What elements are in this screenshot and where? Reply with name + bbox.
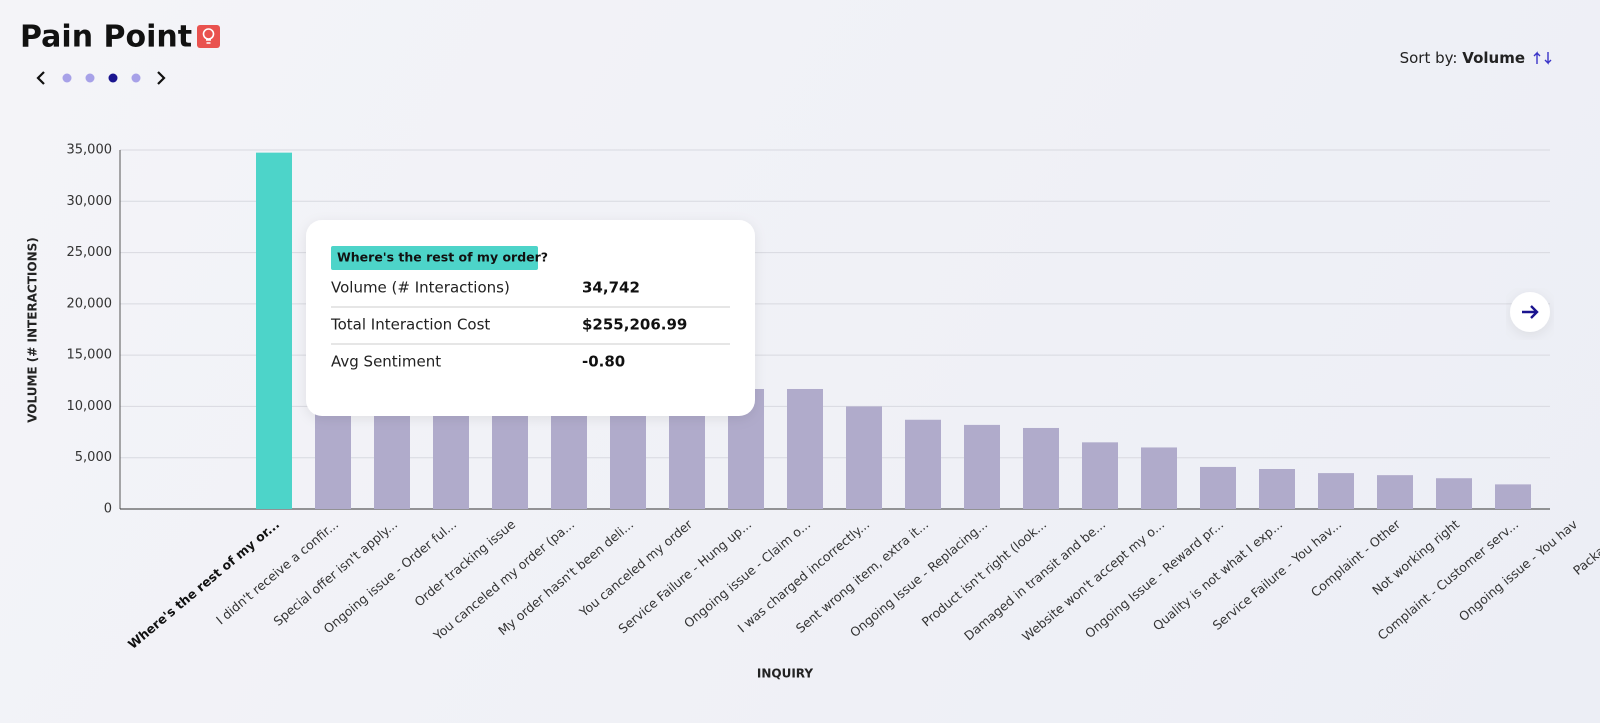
tooltip-row-value: -0.80 bbox=[582, 353, 625, 371]
y-tick-label: 30,000 bbox=[67, 194, 113, 209]
y-axis-title: VOLUME (# INTERACTIONS) bbox=[26, 237, 40, 423]
x-tick-label: Order tracking issue bbox=[411, 516, 518, 609]
tooltip-title: Where's the rest of my order? bbox=[337, 250, 548, 265]
bulb-glyph bbox=[206, 39, 211, 44]
bar[interactable] bbox=[1082, 442, 1118, 509]
bar[interactable] bbox=[1141, 447, 1177, 509]
tooltip-row-value: 34,742 bbox=[582, 279, 640, 297]
sort-label: Sort by: bbox=[1400, 49, 1458, 67]
y-tick-label: 0 bbox=[104, 502, 112, 517]
bar[interactable] bbox=[905, 419, 941, 509]
pager-dot[interactable] bbox=[108, 73, 118, 83]
bar[interactable] bbox=[1259, 468, 1295, 509]
bar[interactable] bbox=[1377, 475, 1413, 509]
bar[interactable] bbox=[256, 152, 292, 509]
page-title: Pain Point bbox=[20, 20, 192, 55]
tooltip-row-label: Avg Sentiment bbox=[331, 353, 441, 371]
sort-toggle[interactable] bbox=[1533, 51, 1552, 65]
prev-button[interactable] bbox=[36, 71, 45, 85]
tooltip: Where's the rest of my order? Volume (# I… bbox=[306, 220, 755, 416]
sort-control[interactable]: Sort by: Volume bbox=[1400, 49, 1525, 67]
tooltip-row-value: $255,206.99 bbox=[582, 316, 687, 334]
tooltip-row-label: Total Interaction Cost bbox=[330, 316, 490, 334]
pager-dot[interactable] bbox=[131, 73, 141, 83]
bar[interactable] bbox=[1200, 466, 1236, 509]
bar[interactable] bbox=[787, 388, 823, 509]
tooltip-row-label: Volume (# Interactions) bbox=[331, 279, 510, 297]
next-button[interactable] bbox=[157, 71, 166, 85]
y-tick-label: 35,000 bbox=[67, 143, 113, 158]
pager-dot[interactable] bbox=[85, 73, 95, 83]
y-tick-label: 10,000 bbox=[67, 399, 113, 414]
scroll-right-arrow bbox=[1522, 305, 1539, 319]
bar[interactable] bbox=[1495, 484, 1531, 509]
y-tick-label: 25,000 bbox=[67, 245, 113, 260]
sort-value: Volume bbox=[1462, 49, 1525, 67]
bulb-icon[interactable] bbox=[197, 25, 220, 48]
y-tick-label: 20,000 bbox=[67, 296, 113, 311]
pager-dot[interactable] bbox=[62, 73, 72, 83]
bar[interactable] bbox=[1023, 427, 1059, 509]
bar[interactable] bbox=[1436, 478, 1472, 509]
x-tick-label: You canceled my order bbox=[576, 516, 696, 620]
bulb-glyph bbox=[202, 28, 215, 40]
y-tick-label: 5,000 bbox=[75, 450, 112, 465]
bar[interactable] bbox=[964, 424, 1000, 509]
x-tick-label: Ongoing issue - You hav bbox=[1456, 516, 1581, 624]
x-axis-title: INQUIRY bbox=[757, 667, 814, 681]
plot: 0 5,000 10,000 15,000 20,000 25,000 30,000 35,0… bbox=[67, 143, 1600, 652]
bar[interactable] bbox=[1318, 473, 1354, 509]
y-tick-label: 15,000 bbox=[67, 348, 113, 363]
bar[interactable] bbox=[846, 406, 882, 509]
tooltip-tag bbox=[331, 246, 538, 270]
